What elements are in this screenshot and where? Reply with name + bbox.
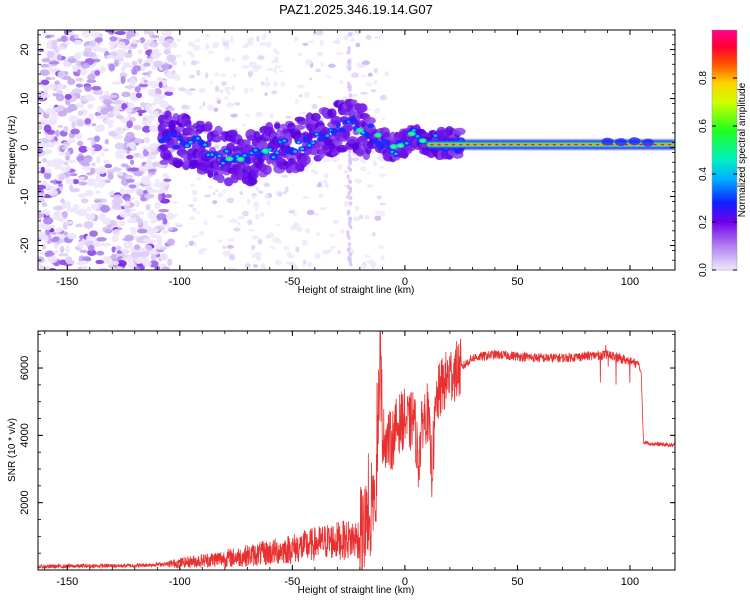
colorbar-tick-label: 0.2 (698, 215, 709, 229)
snr-xtick-label: -50 (284, 576, 300, 588)
snr-xlabel: Height of straight line (km) (298, 585, 415, 596)
spectrogram-xtick-label: -150 (56, 276, 78, 288)
spectrogram-ytick-label: 10 (19, 92, 31, 104)
colorbar-tick-label: 0.8 (698, 71, 709, 85)
colorbar: 0.0 0.2 0.4 0.6 0.8 Normalized spectral ampl… (698, 29, 748, 277)
colorbar-ticks: 0.0 0.2 0.4 0.6 0.8 (698, 71, 737, 277)
spectrogram-xtick-label: -100 (169, 276, 191, 288)
snr-panel: -150 -100 -50 0 50 100 2000 4000 6000 Height of … (7, 330, 676, 596)
snr-ticks: -150 -100 -50 0 50 100 2000 4000 6000 (19, 331, 676, 588)
snr-series (38, 331, 675, 570)
snr-ylabel: SNR (10 * v/v) (7, 418, 18, 482)
spectrogram-ytick-label: -10 (19, 189, 31, 205)
chart-title: PAZ1.2025.346.19.14.G07 (279, 2, 433, 17)
colorbar-gradient (711, 29, 738, 271)
spectrogram-xlabel: Height of straight line (km) (298, 285, 415, 296)
colorbar-label: Normalized spectral amplitude (737, 82, 748, 217)
spectrogram-carrier-band (427, 137, 675, 150)
colorbar-tick-label: 0.0 (698, 263, 709, 277)
spectrogram-xtick-label: 0 (402, 276, 408, 288)
spectrogram-frame (37, 29, 676, 271)
colorbar-tick-label: 0.6 (698, 119, 709, 133)
snr-frame (37, 330, 676, 571)
spectrogram-ytick-label: 20 (19, 43, 31, 55)
snr-ytick-label: 4000 (19, 423, 31, 447)
snr-ytick-label: 6000 (19, 356, 31, 380)
spectrogram-ytick-label: -20 (19, 238, 31, 254)
spectrogram-xtick-label: -50 (284, 276, 300, 288)
snr-ytick-label: 2000 (19, 490, 31, 514)
snr-xtick-label: 100 (621, 576, 639, 588)
spectrogram-ylabel: Frequency (Hz) (7, 116, 18, 185)
snr-xtick-label: 50 (511, 576, 523, 588)
snr-xtick-label: -100 (169, 576, 191, 588)
spectrogram-speckle (38, 30, 390, 270)
snr-xtick-label: 0 (402, 576, 408, 588)
snr-xtick-label: -150 (56, 576, 78, 588)
colorbar-tick-label: 0.4 (698, 167, 709, 181)
spectrogram-xtick-label: 50 (511, 276, 523, 288)
spectrogram-xtick-label: 100 (621, 276, 639, 288)
snr-line (38, 331, 675, 570)
spectrogram-ytick-label: 0 (19, 144, 31, 150)
